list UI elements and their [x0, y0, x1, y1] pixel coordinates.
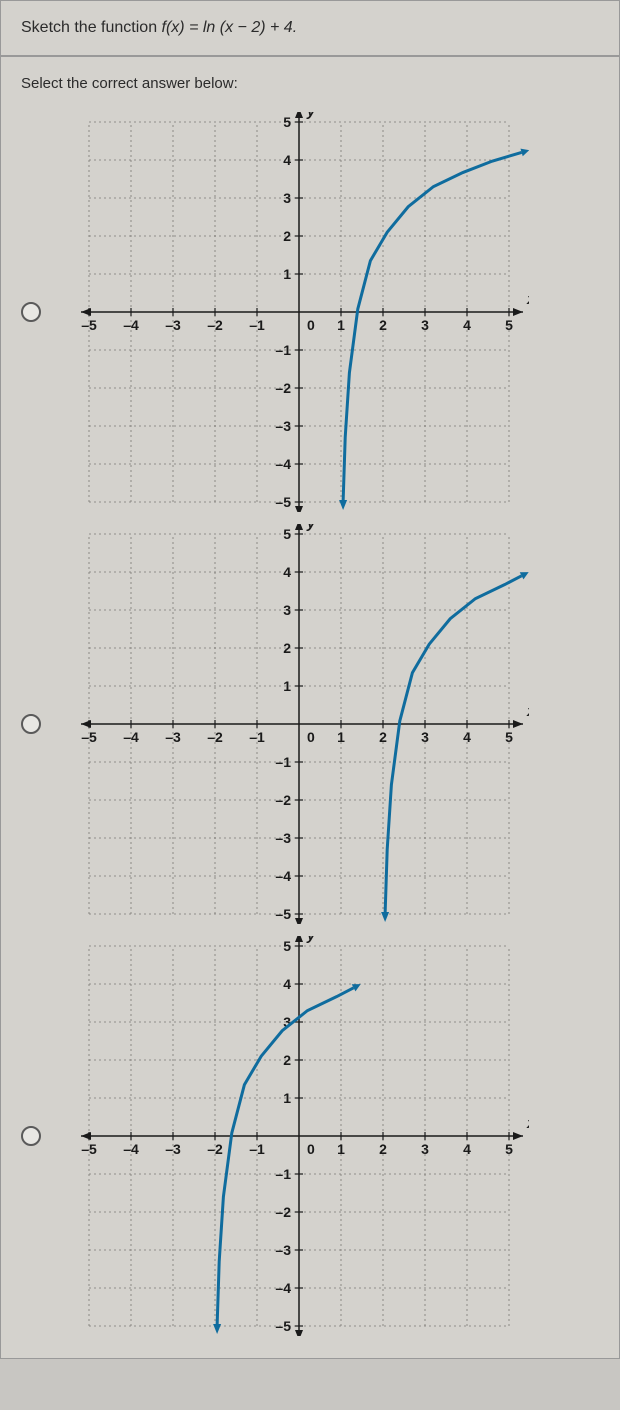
chart-option-3: –5–4–3–2–112345–5–4–3–2–1123450xy	[69, 936, 529, 1336]
svg-text:–3: –3	[275, 830, 291, 846]
svg-text:4: 4	[463, 729, 471, 745]
svg-text:5: 5	[505, 1141, 513, 1157]
chart-option-1: –5 –4 –3 –2 –1 1 2 3 4 5 –5 –4 –3 –2 –1 1 2 3 4 5 0 x y	[69, 112, 529, 512]
svg-text:–2: –2	[275, 380, 291, 396]
stem-func: f(x) = ln (x − 2) + 4.	[162, 19, 298, 36]
svg-text:–2: –2	[275, 792, 291, 808]
svg-text:2: 2	[379, 729, 387, 745]
svg-text:–2: –2	[275, 1204, 291, 1220]
svg-text:0: 0	[307, 1141, 315, 1157]
svg-text:3: 3	[283, 190, 291, 206]
svg-text:5: 5	[505, 729, 513, 745]
chart-option-2: –5 –4 –3 –2 –1 1 2 3 4 5 –5 –4 –3 –2 –1 1 2 3 4 5 0 x y	[69, 524, 529, 924]
svg-text:–1: –1	[249, 317, 265, 333]
svg-text:1: 1	[283, 678, 291, 694]
svg-text:–5: –5	[81, 1141, 97, 1157]
svg-text:5: 5	[505, 317, 513, 333]
answer-option[interactable]: –5–4–3–2–112345–5–4–3–2–1123450xy	[21, 936, 599, 1336]
svg-text:–4: –4	[275, 868, 291, 884]
svg-text:–2: –2	[207, 317, 223, 333]
svg-text:x: x	[526, 291, 529, 308]
svg-text:–1: –1	[275, 1166, 291, 1182]
answer-prompt: Select the correct answer below:	[21, 75, 599, 92]
svg-text:1: 1	[337, 317, 345, 333]
svg-text:–4: –4	[275, 1280, 291, 1296]
svg-text:4: 4	[283, 976, 291, 992]
svg-text:3: 3	[283, 602, 291, 618]
svg-text:2: 2	[283, 640, 291, 656]
svg-text:3: 3	[421, 1141, 429, 1157]
svg-text:–3: –3	[275, 418, 291, 434]
svg-text:–4: –4	[123, 1141, 139, 1157]
svg-text:5: 5	[283, 938, 291, 954]
svg-text:4: 4	[463, 1141, 471, 1157]
svg-text:2: 2	[379, 1141, 387, 1157]
radio-button[interactable]	[21, 1126, 41, 1146]
svg-text:–5: –5	[275, 494, 291, 510]
svg-text:1: 1	[337, 1141, 345, 1157]
radio-button[interactable]	[21, 302, 41, 322]
svg-text:y: y	[306, 936, 316, 944]
stem-prefix: Sketch the function	[21, 19, 162, 36]
svg-text:–5: –5	[81, 729, 97, 745]
svg-text:–2: –2	[207, 1141, 223, 1157]
svg-text:–3: –3	[165, 729, 181, 745]
svg-text:1: 1	[283, 266, 291, 282]
svg-text:4: 4	[283, 152, 291, 168]
svg-text:4: 4	[283, 564, 291, 580]
svg-text:y: y	[306, 524, 316, 532]
answer-option[interactable]: –5 –4 –3 –2 –1 1 2 3 4 5 –5 –4 –3 –2 –1 1 2 3 4 5 0 x y	[21, 524, 599, 924]
svg-text:–5: –5	[275, 906, 291, 922]
svg-text:–4: –4	[275, 456, 291, 472]
svg-text:–3: –3	[165, 1141, 181, 1157]
svg-text:–5: –5	[275, 1318, 291, 1334]
svg-text:–4: –4	[123, 317, 139, 333]
answer-option[interactable]: –5 –4 –3 –2 –1 1 2 3 4 5 –5 –4 –3 –2 –1 1 2 3 4 5 0 x y	[21, 112, 599, 512]
svg-text:1: 1	[283, 1090, 291, 1106]
svg-text:–1: –1	[249, 1141, 265, 1157]
svg-text:y: y	[306, 112, 316, 120]
question-stem: Sketch the function f(x) = ln (x − 2) + …	[21, 19, 599, 37]
svg-text:4: 4	[463, 317, 471, 333]
svg-text:–1: –1	[249, 729, 265, 745]
svg-text:–5: –5	[81, 317, 97, 333]
svg-text:–2: –2	[207, 729, 223, 745]
svg-text:1: 1	[337, 729, 345, 745]
svg-text:x: x	[526, 1115, 529, 1132]
svg-text:0: 0	[307, 729, 315, 745]
svg-text:5: 5	[283, 526, 291, 542]
radio-button[interactable]	[21, 714, 41, 734]
svg-text:–1: –1	[275, 754, 291, 770]
svg-text:2: 2	[283, 1052, 291, 1068]
svg-text:3: 3	[421, 729, 429, 745]
svg-text:–4: –4	[123, 729, 139, 745]
svg-text:2: 2	[283, 228, 291, 244]
svg-text:2: 2	[379, 317, 387, 333]
svg-text:–3: –3	[275, 1242, 291, 1258]
svg-text:5: 5	[283, 114, 291, 130]
svg-text:3: 3	[421, 317, 429, 333]
svg-text:–3: –3	[165, 317, 181, 333]
svg-text:0: 0	[307, 317, 315, 333]
svg-text:–1: –1	[275, 342, 291, 358]
svg-text:x: x	[526, 703, 529, 720]
